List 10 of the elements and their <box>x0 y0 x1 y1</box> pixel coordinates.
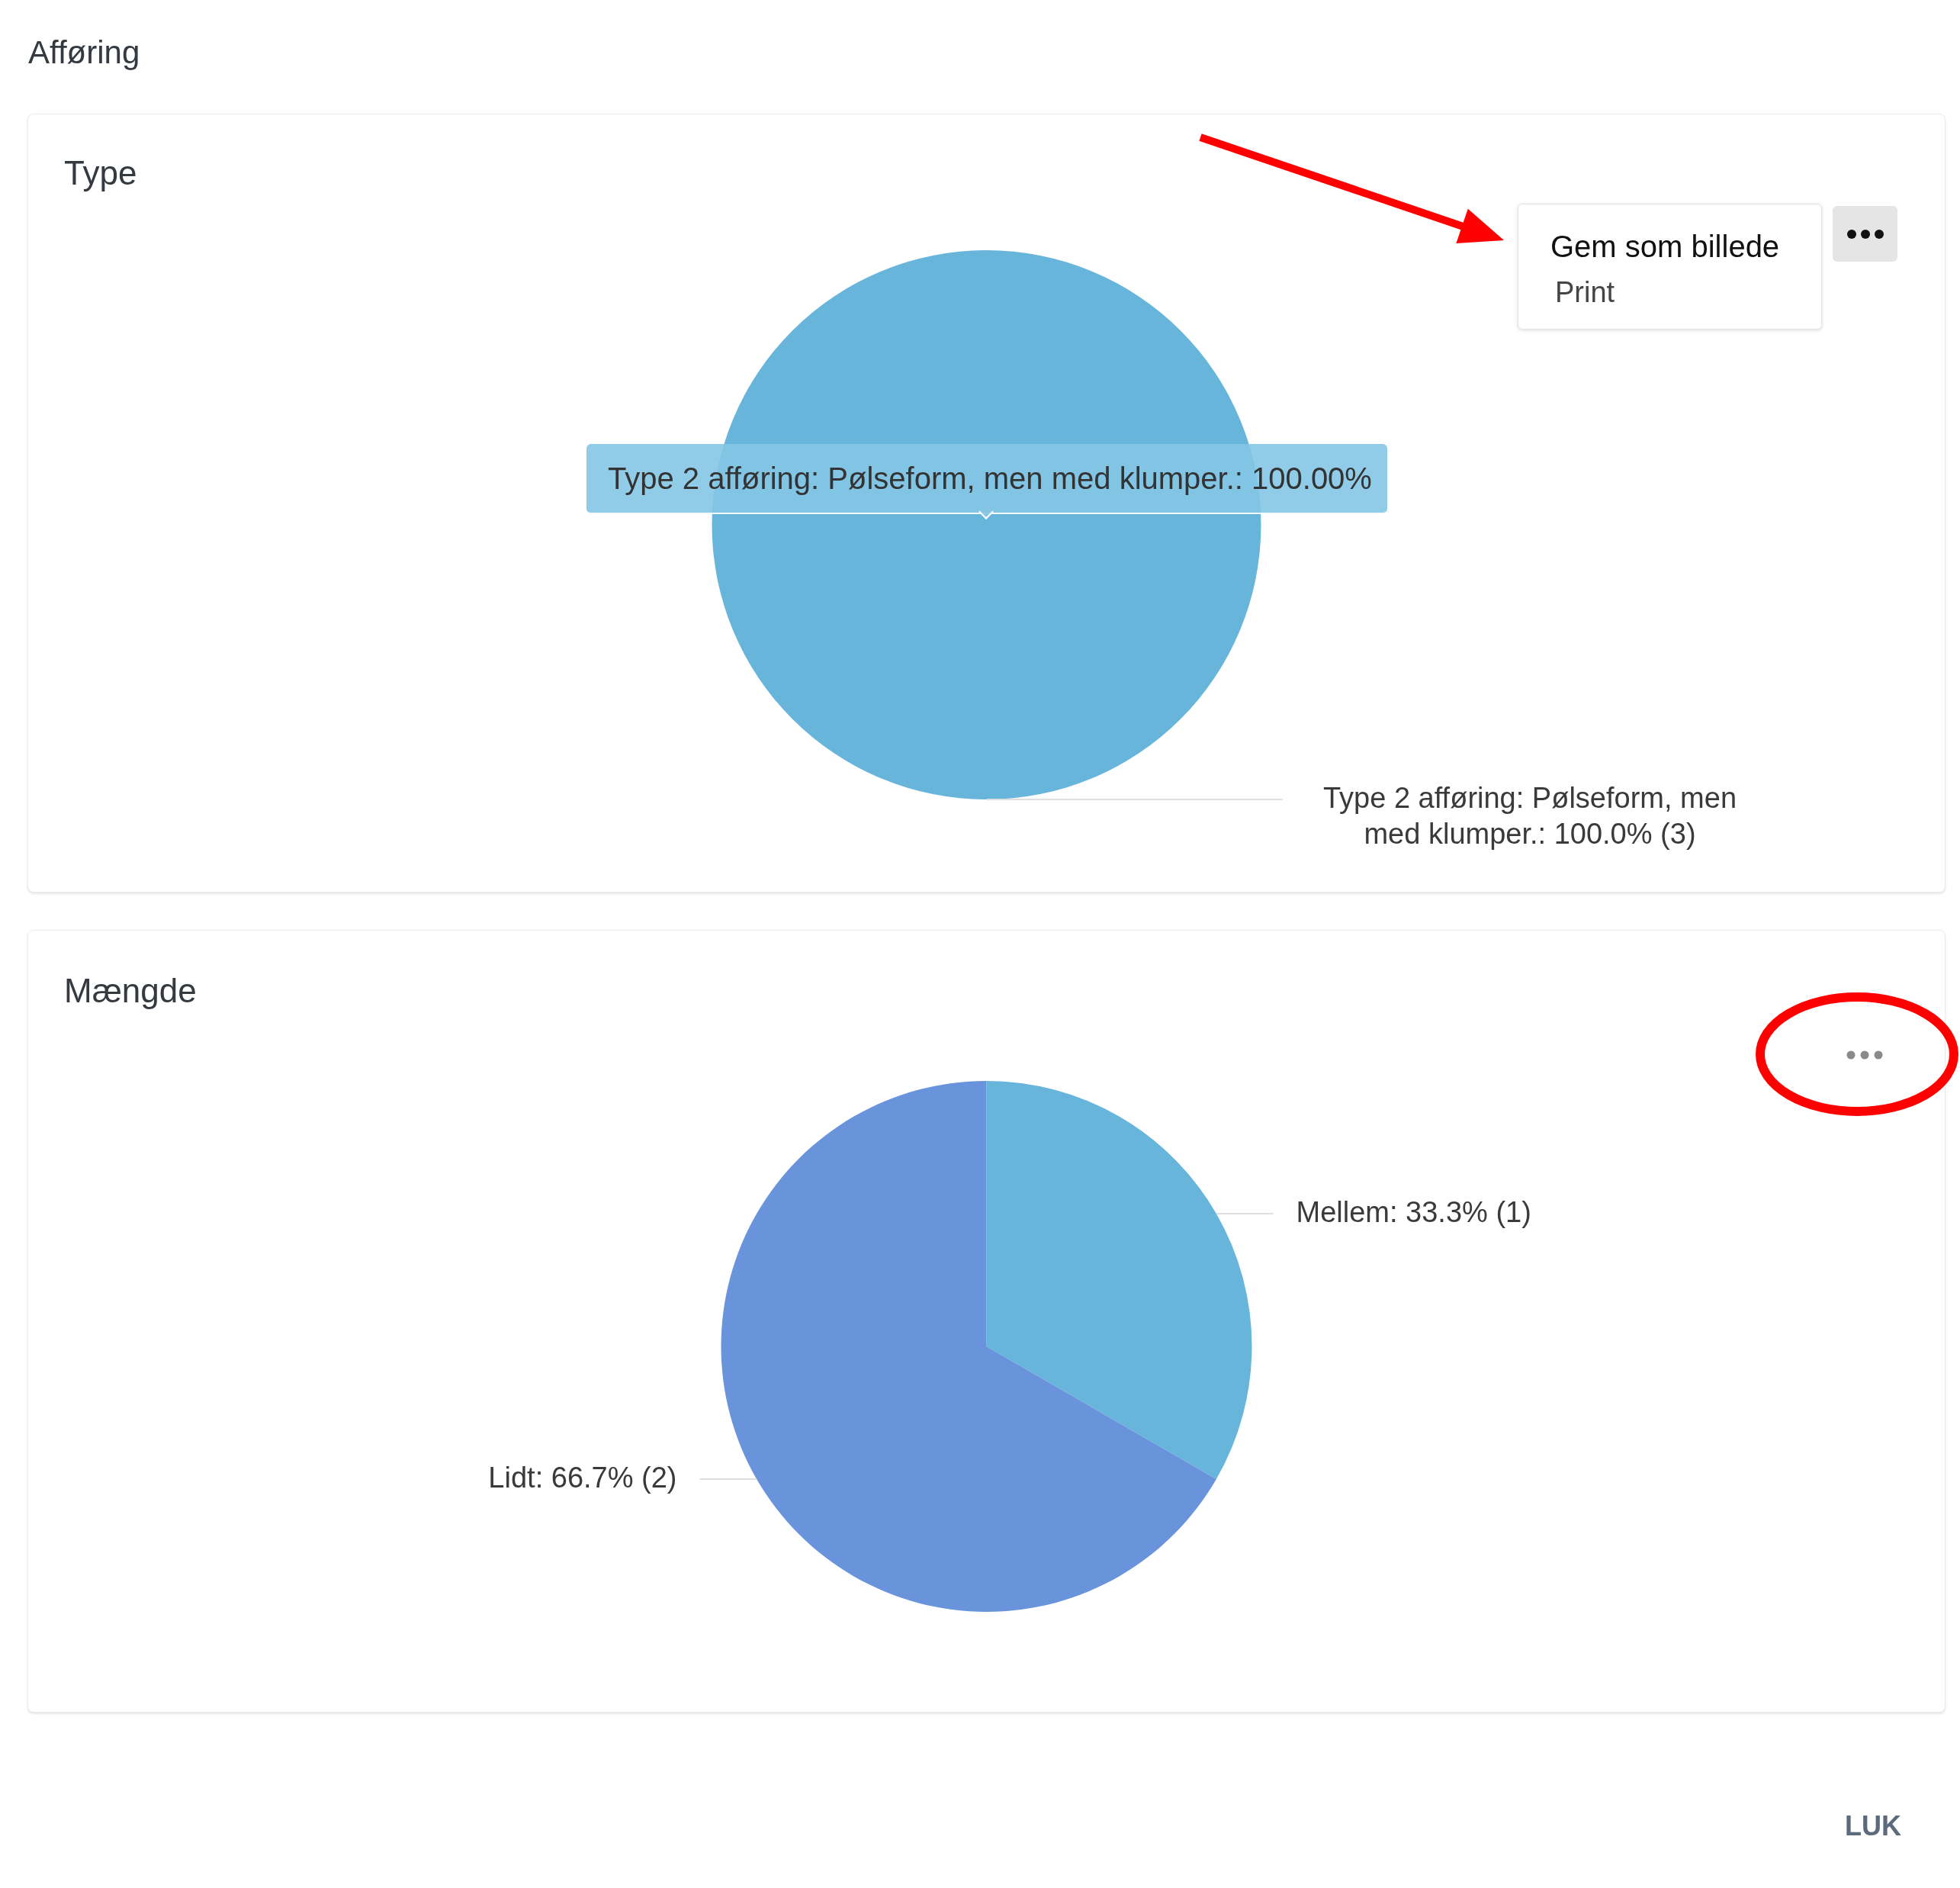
text: Type <box>64 154 137 191</box>
pie-slice <box>721 1081 1216 1612</box>
dropdown-menu: Gem som billede Print <box>1518 204 1822 330</box>
text: Afføring <box>28 34 140 70</box>
slice-label: Type 2 afføring: Pølseform, men med klumper.: 100.0% (3) <box>1322 782 1737 850</box>
pie-slice <box>986 1081 1252 1479</box>
slice-label: Mellem: 33.3% (1) <box>1296 1196 1531 1228</box>
text: LUK <box>1845 1810 1901 1841</box>
slice-label: Lidt: 66.7% (2) <box>488 1462 677 1494</box>
text: Mængde <box>64 972 197 1009</box>
